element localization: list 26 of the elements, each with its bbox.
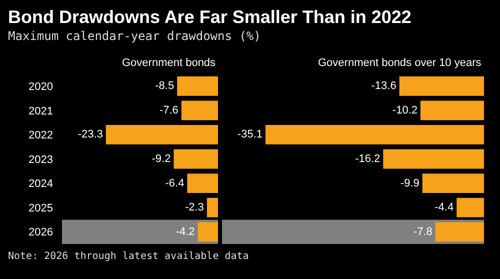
- data-label: -7.8: [413, 226, 432, 238]
- data-label: -9.9: [400, 177, 420, 190]
- y-tick-label: 2025: [28, 202, 53, 214]
- data-label: -16.2: [355, 153, 380, 165]
- y-tick-label: 2021: [28, 105, 53, 118]
- y-tick-label: 2023: [28, 154, 53, 166]
- text: Note: 2026 through latest available data: [8, 251, 249, 262]
- data-label: -35.1: [237, 128, 262, 141]
- data-label: -4.4: [434, 202, 454, 214]
- data-label: -10.2: [392, 104, 418, 116]
- y-tick-label: 2022: [28, 130, 53, 142]
- y-tick-label: 2024: [28, 178, 53, 190]
- data-label: -6.4: [165, 177, 184, 190]
- chart-subtitle: Maximum calendar-year drawdowns (%): [8, 28, 262, 44]
- chart-title: Bond Drawdowns Are Far Smaller Than in 2022: [8, 6, 412, 28]
- y-tick-label: 2026: [28, 226, 53, 239]
- data-label: -9.2: [152, 153, 171, 165]
- data-label: -23.3: [78, 128, 103, 141]
- data-label: -13.6: [371, 80, 396, 92]
- y-tick-label: 2020: [28, 80, 53, 93]
- data-label: -2.3: [184, 202, 204, 214]
- data-label: -7.6: [159, 104, 178, 116]
- series-label: Government bonds over 10 years: [318, 57, 482, 69]
- data-label: -8.5: [155, 80, 174, 92]
- data-label: -4.2: [176, 226, 195, 238]
- series-label: Government bonds: [122, 57, 216, 69]
